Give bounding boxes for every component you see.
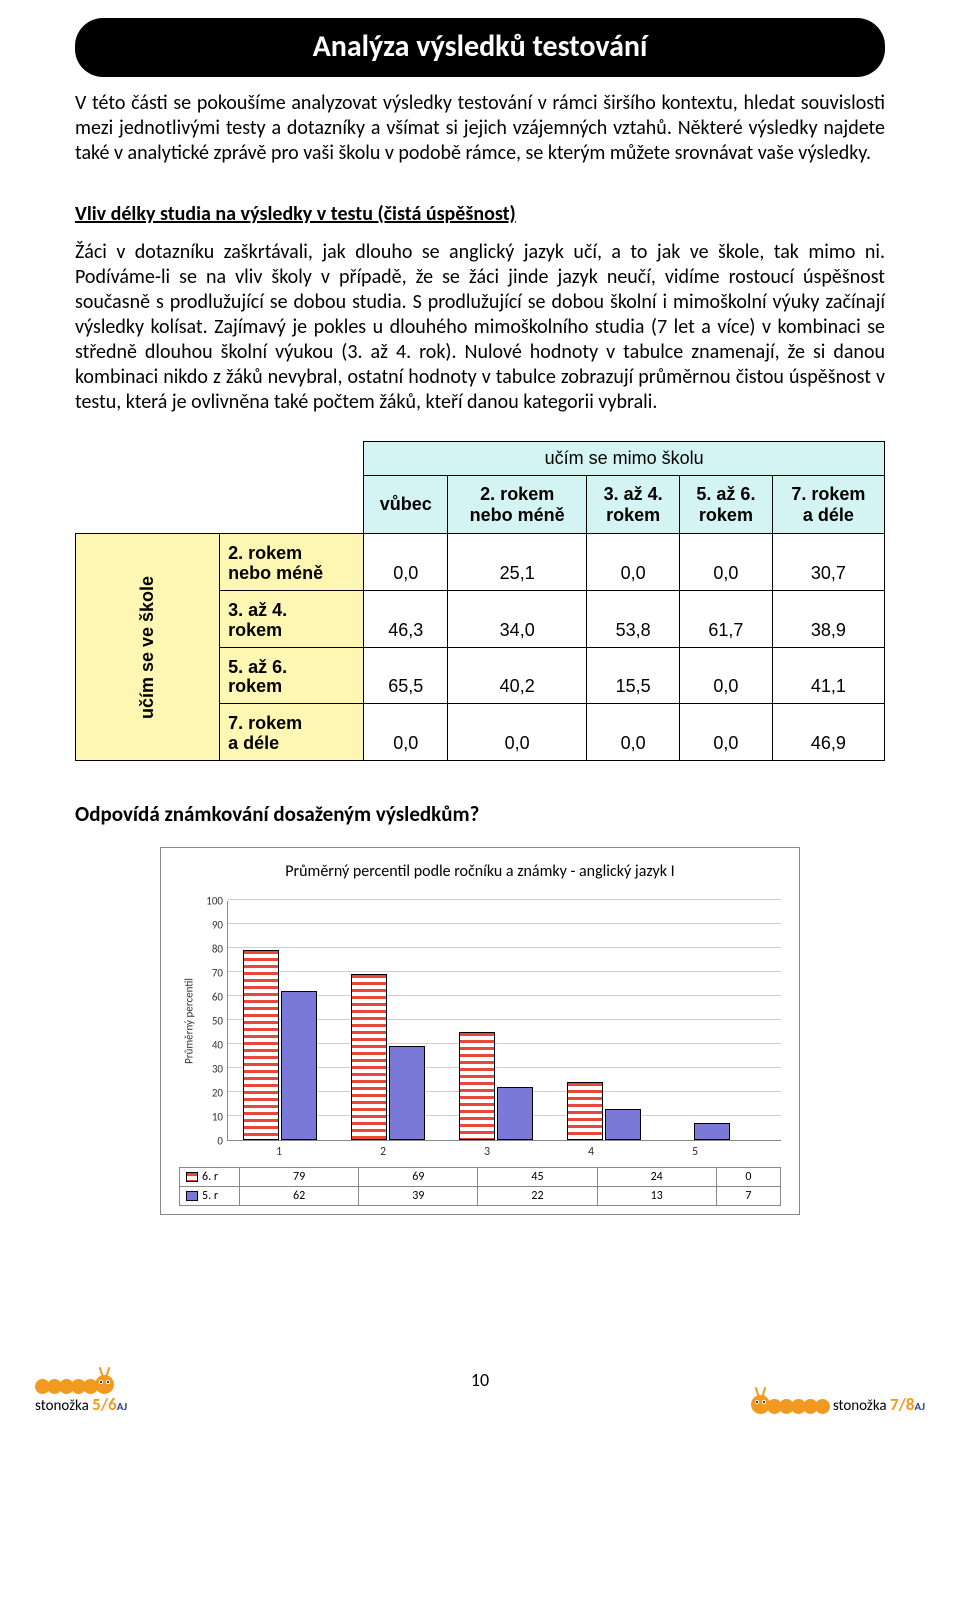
bar-5r-2 (389, 1046, 425, 1140)
bar-group-3 (452, 1032, 540, 1140)
legend-val-1-1: 39 (359, 1186, 478, 1205)
bar-6r-1 (243, 950, 279, 1140)
ct-cell-2-2: 15,5 (587, 647, 680, 704)
x-tick-3: 3 (435, 1141, 539, 1159)
chart-x-ticks: 12345 (227, 1141, 781, 1159)
logo-brand: stonožka (833, 1397, 887, 1415)
ct-left-banner: učím se ve škole (76, 534, 220, 760)
ct-cell-0-1: 25,1 (448, 534, 587, 591)
ct-col-head-2: 3. až 4.rokem (587, 476, 680, 534)
x-tick-4: 4 (539, 1141, 643, 1159)
section1-paragraph: Žáci v dotazníku zaškrtávali, jak dlouho… (75, 240, 885, 415)
legend-val-1-4: 7 (716, 1186, 780, 1205)
chart-legend-table: 6. r796945240 5. r623922137 (179, 1167, 781, 1206)
bar-6r-2 (351, 974, 387, 1140)
ct-cell-1-3: 61,7 (680, 590, 773, 647)
page-title: Analýza výsledků testování (75, 18, 885, 77)
legend-val-0-0: 79 (240, 1167, 359, 1186)
bar-group-2 (344, 974, 432, 1140)
legend-val-1-0: 62 (240, 1186, 359, 1205)
ct-cell-3-1: 0,0 (448, 704, 587, 761)
section2-heading: Odpovídá známkování dosaženým výsledkům? (75, 801, 885, 827)
page-number: 10 (471, 1369, 489, 1391)
bar-group-4 (560, 1082, 648, 1140)
ct-cell-3-0: 0,0 (364, 704, 448, 761)
chart-plot-area (227, 901, 781, 1141)
logo-right: stonožka 7/8AJ (754, 1394, 925, 1415)
x-tick-5: 5 (643, 1141, 747, 1159)
ct-cell-1-2: 53,8 (587, 590, 680, 647)
page-footer: 10 stonožka 5/6AJ stonožka 7/8AJ (75, 1335, 885, 1415)
chart-title: Průměrný percentil podle ročníku a známk… (179, 862, 781, 881)
ct-top-banner: učím se mimo školu (364, 442, 885, 476)
cross-table: učím se mimo školuvůbec2. rokemnebo méně… (75, 441, 885, 761)
ct-col-head-4: 7. rokema déle (772, 476, 884, 534)
logo-right-fraction: 7/8 (890, 1394, 915, 1415)
ct-cell-0-3: 0,0 (680, 534, 773, 591)
ct-cell-3-4: 46,9 (772, 704, 884, 761)
bar-5r-5 (694, 1123, 730, 1140)
bar-6r-4 (567, 1082, 603, 1140)
ct-col-head-3: 5. až 6.rokem (680, 476, 773, 534)
percentile-chart: Průměrný percentil podle ročníku a známk… (160, 847, 800, 1215)
bar-group-5 (668, 1123, 756, 1140)
logo-sub: AJ (915, 1400, 925, 1413)
legend-val-0-2: 45 (478, 1167, 597, 1186)
x-tick-2: 2 (331, 1141, 435, 1159)
intro-paragraph: V této části se pokoušíme analyzovat výs… (75, 91, 885, 166)
ct-cell-1-1: 34,0 (448, 590, 587, 647)
ct-row-head-1: 3. až 4.rokem (220, 590, 364, 647)
ct-col-head-0: vůbec (364, 476, 448, 534)
legend-val-1-2: 22 (478, 1186, 597, 1205)
bar-5r-4 (605, 1109, 641, 1140)
chart-y-axis-label: Průměrný percentil (179, 901, 199, 1141)
ct-cell-2-4: 41,1 (772, 647, 884, 704)
chart-y-ticks: 0102030405060708090100 (199, 901, 227, 1141)
ct-cell-1-4: 38,9 (772, 590, 884, 647)
ct-row-head-3: 7. rokema déle (220, 704, 364, 761)
ct-cell-1-0: 46,3 (364, 590, 448, 647)
ct-row-head-0: 2. rokemnebo méně (220, 534, 364, 591)
ct-cell-0-4: 30,7 (772, 534, 884, 591)
x-tick-1: 1 (227, 1141, 331, 1159)
ct-col-head-1: 2. rokemnebo méně (448, 476, 587, 534)
section1-heading: Vliv délky studia na výsledky v testu (č… (75, 202, 885, 226)
ct-cell-2-3: 0,0 (680, 647, 773, 704)
ct-cell-0-2: 0,0 (587, 534, 680, 591)
logo-sub: AJ (117, 1400, 127, 1413)
logo-brand: stonožka (35, 1397, 89, 1415)
bar-group-1 (236, 950, 324, 1140)
bar-5r-1 (281, 991, 317, 1140)
legend-val-0-4: 0 (716, 1167, 780, 1186)
legend-val-0-1: 69 (359, 1167, 478, 1186)
legend-val-0-3: 24 (597, 1167, 716, 1186)
legend-val-1-3: 13 (597, 1186, 716, 1205)
ct-row-head-2: 5. až 6.rokem (220, 647, 364, 704)
ct-cell-3-3: 0,0 (680, 704, 773, 761)
ct-cell-2-1: 40,2 (448, 647, 587, 704)
bar-6r-3 (459, 1032, 495, 1140)
ct-cell-3-2: 0,0 (587, 704, 680, 761)
logo-left: stonožka 5/6AJ (35, 1375, 127, 1415)
bar-5r-3 (497, 1087, 533, 1140)
logo-left-fraction: 5/6 (92, 1394, 117, 1415)
ct-cell-2-0: 65,5 (364, 647, 448, 704)
legend-series-1: 5. r (180, 1186, 240, 1205)
legend-series-0: 6. r (180, 1167, 240, 1186)
ct-cell-0-0: 0,0 (364, 534, 448, 591)
